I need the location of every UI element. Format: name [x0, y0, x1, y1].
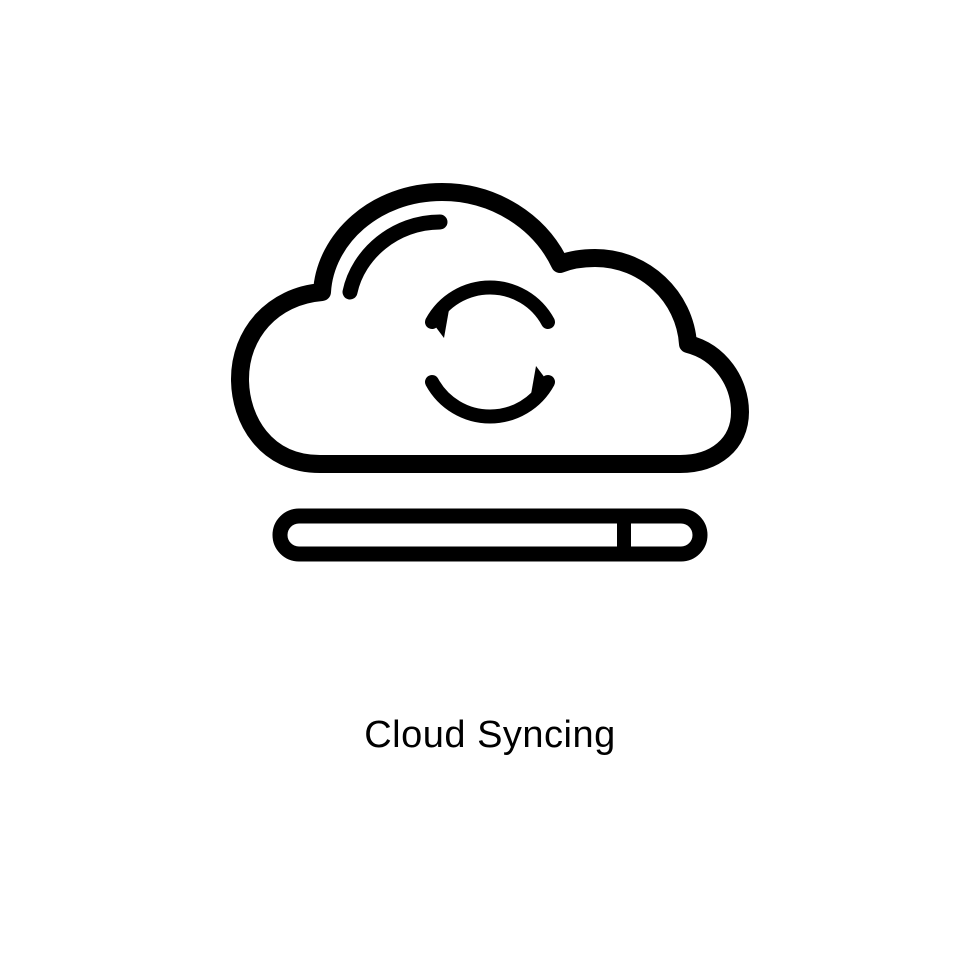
icon-label: Cloud Syncing [364, 714, 616, 757]
cloud-syncing-icon [210, 164, 770, 624]
